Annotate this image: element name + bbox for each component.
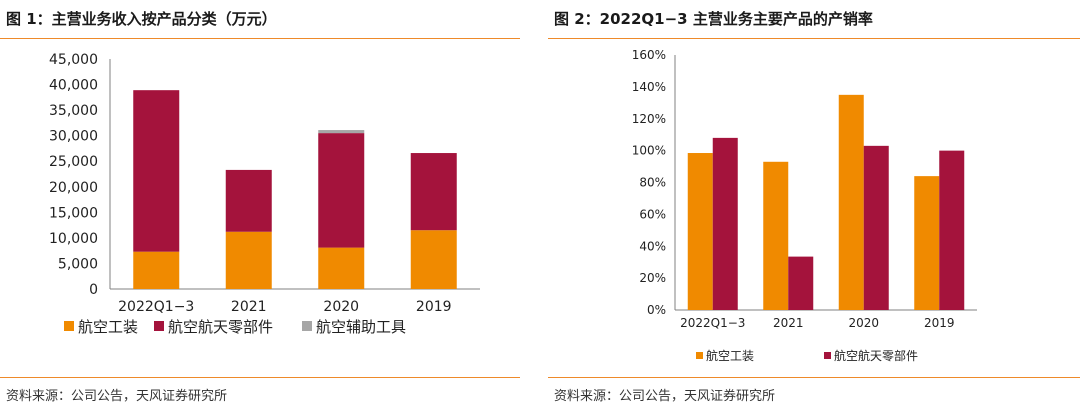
legend-label: 航空工装: [78, 318, 138, 336]
figure-1-chart: 0 5,000 10,000 15,000 20,000 25,000 30,000 35,0…: [49, 52, 480, 336]
bar-segment: [225, 231, 272, 289]
bar: [788, 256, 814, 310]
legend-label: 航空辅助工具: [316, 318, 406, 336]
figure-2-source: 资料来源：公司公告，天风证券研究所: [554, 389, 776, 404]
bar: [687, 153, 713, 310]
y-tick-label: 0: [89, 282, 98, 298]
x-tick-label: 2022Q1−3: [118, 299, 194, 315]
bar: [939, 150, 965, 310]
bar-segment: [318, 130, 365, 134]
legend-swatch: [64, 321, 74, 331]
bar: [712, 137, 738, 310]
legend-swatch: [302, 321, 312, 331]
y-tick-label: 160%: [632, 48, 666, 62]
y-tick-label: 140%: [632, 80, 666, 94]
y-tick-label: 35,000: [49, 103, 98, 119]
figure-2-bottom-rule: [548, 377, 1080, 378]
x-tick-label: 2020: [323, 299, 359, 315]
y-tick-label: 120%: [632, 112, 666, 126]
bar-segment: [410, 153, 457, 231]
figure-1-title: 图 1：主营业务收入按产品分类（万元）: [6, 10, 277, 28]
bar-segment: [318, 133, 365, 248]
figure-2-chart: 0% 20% 40% 60% 80% 100% 120% 140% 160% 2022Q1−3 20…: [632, 48, 977, 363]
y-tick-label: 40,000: [49, 78, 98, 94]
x-tick-label: 2019: [924, 316, 955, 330]
figure-1-top-rule: [0, 38, 520, 39]
y-tick-label: 5,000: [58, 256, 98, 272]
bar: [914, 176, 940, 310]
figure-1-bottom-rule: [0, 377, 520, 378]
x-tick-label: 2021: [773, 316, 804, 330]
figure-1-source: 资料来源：公司公告，天风证券研究所: [6, 389, 228, 404]
x-tick-label: 2020: [848, 316, 879, 330]
legend-swatch: [696, 352, 703, 359]
bar-segment: [133, 90, 180, 252]
legend-label: 航空航天零部件: [168, 318, 273, 336]
y-tick-label: 25,000: [49, 154, 98, 170]
legend-label: 航空航天零部件: [834, 348, 918, 363]
legend-label: 航空工装: [706, 348, 754, 363]
y-tick-label: 20%: [639, 271, 666, 285]
y-tick-label: 30,000: [49, 129, 98, 145]
y-tick-label: 45,000: [49, 52, 98, 68]
bar-segment: [225, 169, 272, 232]
x-tick-label: 2019: [416, 299, 452, 315]
bar-segment: [133, 251, 180, 289]
y-tick-label: 80%: [639, 176, 666, 190]
x-tick-label: 2022Q1−3: [680, 316, 745, 330]
bar: [838, 94, 864, 310]
figure-1-panel: 图 1：主营业务收入按产品分类（万元） 0 5,000 10,000 15,000 20…: [0, 0, 520, 411]
figure-2-panel: 图 2：2022Q1−3 主营业务主要产品的产销率 0% 20% 40% 60% 80%…: [548, 0, 1080, 411]
y-tick-label: 40%: [639, 239, 666, 253]
y-tick-label: 10,000: [49, 231, 98, 247]
figure-2-title: 图 2：2022Q1−3 主营业务主要产品的产销率: [554, 10, 873, 28]
y-tick-label: 0%: [647, 303, 666, 317]
y-tick-label: 15,000: [49, 205, 98, 221]
legend-swatch: [824, 352, 831, 359]
figure-2-top-rule: [548, 38, 1080, 39]
bar-segment: [318, 247, 365, 289]
y-tick-label: 100%: [632, 144, 666, 158]
bar: [863, 145, 889, 310]
bar: [763, 161, 789, 310]
x-tick-label: 2021: [231, 299, 267, 315]
y-tick-label: 20,000: [49, 180, 98, 196]
y-tick-label: 60%: [639, 207, 666, 221]
bar-segment: [410, 230, 457, 289]
legend-swatch: [154, 321, 164, 331]
